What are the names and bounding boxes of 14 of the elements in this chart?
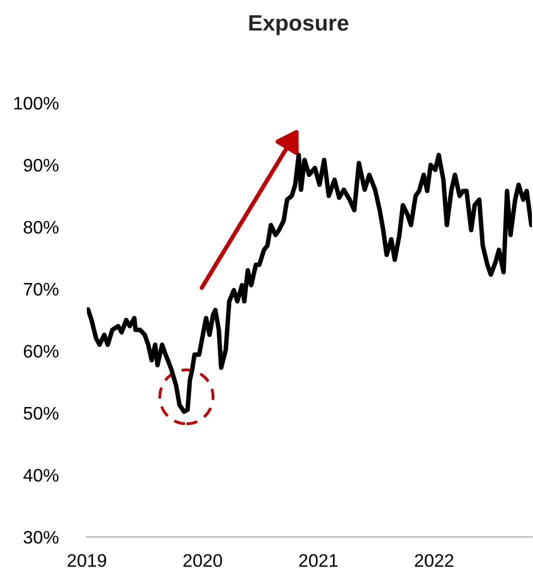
y-tick-label: 70% xyxy=(24,282,58,296)
y-tick-label: 80% xyxy=(24,220,58,234)
y-tick-label: 60% xyxy=(24,344,58,358)
chart-title: Exposure xyxy=(249,15,348,36)
y-tick-label: 90% xyxy=(24,158,58,172)
x-tick-label: 2019 xyxy=(68,554,106,567)
x-tick-label: 2021 xyxy=(299,554,338,567)
y-tick-label: 50% xyxy=(24,406,58,420)
y-tick-label: 40% xyxy=(23,468,58,482)
x-tick-label: 2020 xyxy=(183,554,222,567)
line-series xyxy=(86,152,532,414)
x-tick-label: 2022 xyxy=(414,554,454,567)
y-tick-label: 30% xyxy=(24,530,58,544)
y-tick-label: 100% xyxy=(14,96,58,110)
